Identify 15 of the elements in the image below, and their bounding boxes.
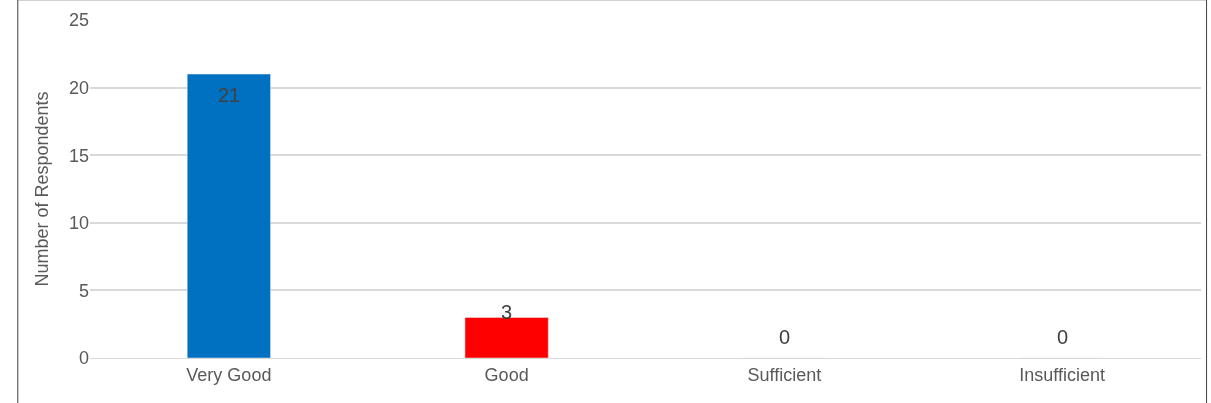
y-tick-label: 20 <box>68 77 89 98</box>
x-tick-label: Sufficient <box>747 364 822 385</box>
y-tick-label: 25 <box>68 10 89 31</box>
y-tick-label: 5 <box>78 280 89 301</box>
data-label: 21 <box>218 84 241 106</box>
data-label: 3 <box>501 301 513 323</box>
y-axis-title: Number of Respondents <box>32 91 53 287</box>
x-tick-label: Insufficient <box>1019 364 1105 385</box>
data-label: 0 <box>779 326 791 348</box>
x-tick-label: Very Good <box>186 364 272 385</box>
data-label: 0 <box>1057 326 1069 348</box>
y-tick-label: 0 <box>78 348 89 369</box>
x-tick-label: Good <box>484 364 529 385</box>
y-tick-label: 10 <box>68 213 89 234</box>
y-tick-label: 15 <box>68 145 89 166</box>
